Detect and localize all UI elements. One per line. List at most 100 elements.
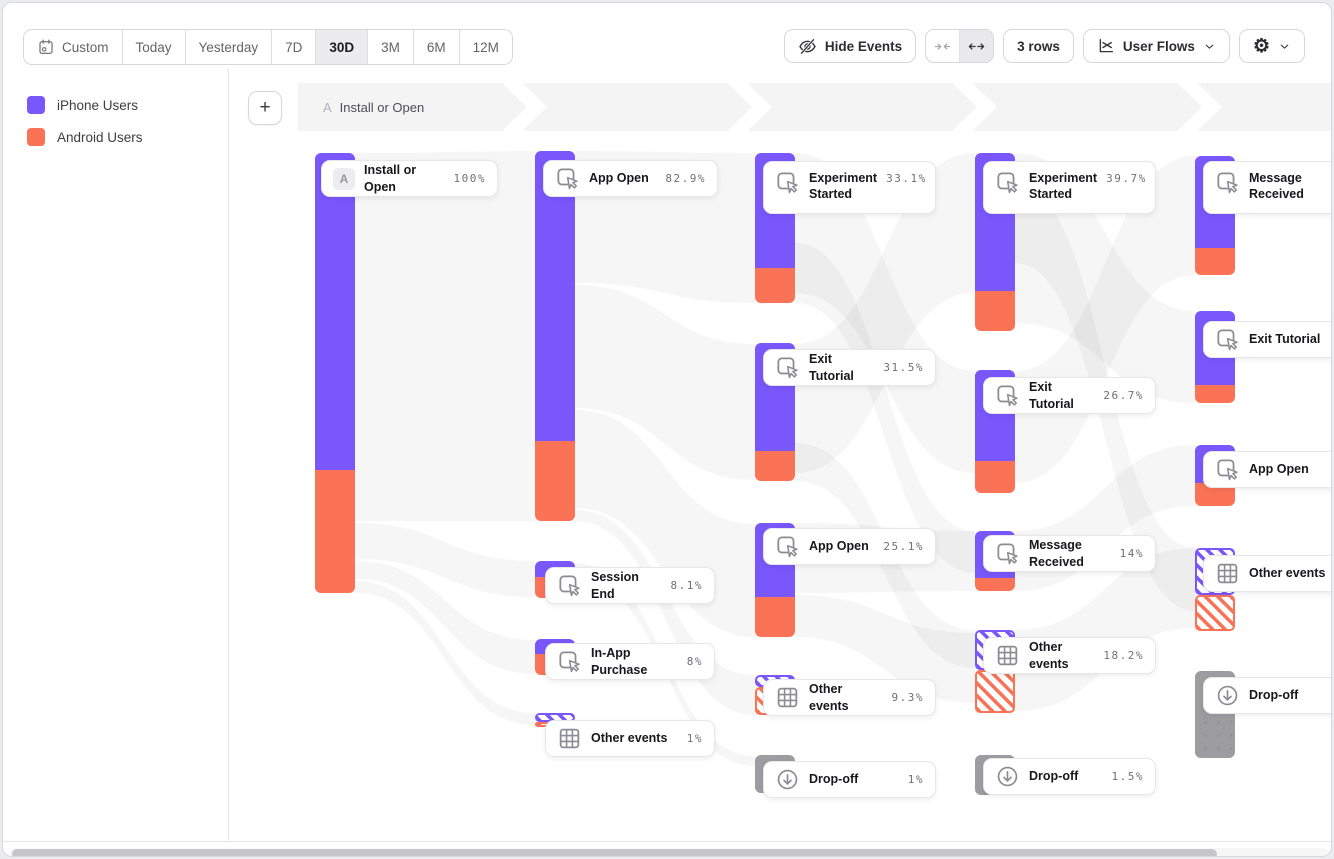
bar-install-or-open[interactable] bbox=[315, 153, 355, 593]
node-drop-off[interactable]: Drop-off 1% bbox=[763, 761, 936, 798]
node-label: Drop-off bbox=[1249, 688, 1299, 703]
collapse-columns-button[interactable] bbox=[926, 30, 961, 62]
node-drop-off[interactable]: Drop-off 1.5% bbox=[983, 758, 1156, 795]
toolbar: Custom Today Yesterday 7D 30D 3M 6M 12M … bbox=[3, 3, 1331, 69]
node-percent: 1.5% bbox=[1111, 770, 1144, 783]
node-other-events[interactable]: Other events bbox=[1203, 555, 1331, 592]
event-click-icon bbox=[775, 534, 800, 559]
node-message-received[interactable]: Message Received bbox=[1203, 161, 1331, 214]
node-label: Exit Tutorial bbox=[809, 352, 854, 383]
node-app-open[interactable]: App Open 25.1% bbox=[763, 528, 936, 565]
bar-segment-android bbox=[755, 268, 795, 303]
node-exit-tutorial[interactable]: Exit Tutorial bbox=[1203, 321, 1331, 358]
node-message-received[interactable]: Message Received 14% bbox=[983, 535, 1156, 572]
node-label: In-App Purchase bbox=[591, 646, 648, 677]
date-range-today[interactable]: Today bbox=[122, 30, 186, 64]
android-users-swatch bbox=[27, 128, 45, 146]
date-range-label: Today bbox=[135, 39, 172, 55]
bar-segment-iphone bbox=[535, 151, 575, 441]
event-click-icon bbox=[557, 649, 582, 674]
rows-button[interactable]: 3 rows bbox=[1003, 29, 1074, 63]
bar-segment-android bbox=[975, 291, 1015, 331]
node-app-open[interactable]: App Open 82.9% bbox=[543, 160, 718, 197]
node-other-events[interactable]: Other events 18.2% bbox=[983, 637, 1156, 674]
date-range-label: Custom bbox=[62, 39, 109, 55]
node-label: Exit Tutorial bbox=[1029, 380, 1074, 411]
legend-item-iphone-users[interactable]: iPhone Users bbox=[27, 96, 143, 114]
node-label: App Open bbox=[809, 539, 869, 554]
date-range-3m[interactable]: 3M bbox=[368, 30, 414, 64]
date-range-12m[interactable]: 12M bbox=[459, 30, 512, 64]
band-chevron-separators bbox=[503, 83, 1223, 131]
node-other-events[interactable]: Other events 1% bbox=[545, 720, 715, 757]
node-exit-tutorial[interactable]: Exit Tutorial 26.7% bbox=[983, 377, 1156, 414]
node-install-or-open[interactable]: A Install or Open 100% bbox=[321, 160, 498, 197]
date-range-label: 6M bbox=[426, 39, 446, 55]
grid-icon bbox=[557, 726, 582, 751]
step-a-badge: A bbox=[333, 167, 355, 190]
node-percent: 39.7% bbox=[1106, 172, 1147, 185]
node-percent: 26.7% bbox=[1103, 389, 1144, 402]
node-label: Other events bbox=[1249, 566, 1326, 581]
toolbar-right-controls: Hide Events 3 rows User Flows bbox=[783, 29, 1305, 63]
node-percent: 33.1% bbox=[886, 172, 927, 185]
node-label: App Open bbox=[589, 171, 649, 186]
node-experiment-started[interactable]: Experiment Started 39.7% bbox=[983, 161, 1156, 214]
bar-segment-android bbox=[1195, 385, 1235, 403]
bar-segment-android bbox=[1195, 483, 1235, 506]
view-selector-button[interactable]: User Flows bbox=[1082, 29, 1230, 63]
view-selector-label: User Flows bbox=[1122, 38, 1195, 54]
grid-icon bbox=[775, 685, 800, 710]
path-step-a: A Install or Open bbox=[323, 83, 424, 131]
add-step-button[interactable]: + bbox=[248, 91, 282, 125]
expand-columns-button[interactable] bbox=[960, 30, 994, 62]
node-label: Drop-off bbox=[1029, 769, 1079, 784]
bar-segment-android bbox=[1195, 248, 1235, 275]
settings-button[interactable]: ⚙ bbox=[1238, 29, 1305, 63]
date-range-7d[interactable]: 7D bbox=[272, 30, 317, 64]
drop-off-icon bbox=[775, 767, 800, 792]
drop-off-icon bbox=[995, 764, 1020, 789]
node-percent: 1% bbox=[686, 732, 703, 745]
legend: iPhone Users Android Users bbox=[27, 96, 143, 146]
bar-app-open[interactable] bbox=[535, 151, 575, 521]
date-range-30d[interactable]: 30D bbox=[316, 30, 369, 64]
rows-label: 3 rows bbox=[1017, 38, 1060, 54]
date-range-label: Yesterday bbox=[198, 39, 259, 55]
node-other-events[interactable]: Other events 9.3% bbox=[763, 679, 936, 716]
node-experiment-started[interactable]: Experiment Started 33.1% bbox=[763, 161, 936, 214]
drop-off-icon bbox=[1215, 683, 1240, 708]
node-drop-off[interactable]: Drop-off bbox=[1203, 677, 1331, 714]
step-label: Install or Open bbox=[339, 99, 425, 115]
node-percent: 9.3% bbox=[891, 691, 924, 704]
date-range-6m[interactable]: 6M bbox=[413, 30, 460, 64]
node-exit-tutorial[interactable]: Exit Tutorial 31.5% bbox=[763, 349, 936, 386]
legend-item-android-users[interactable]: Android Users bbox=[27, 128, 143, 146]
path-header-band[interactable]: A Install or Open bbox=[298, 83, 1331, 131]
node-label: Experiment Started bbox=[809, 171, 878, 202]
node-in-app-purchase[interactable]: In-App Purchase 8% bbox=[545, 643, 715, 680]
event-click-icon bbox=[995, 170, 1020, 195]
node-label: Other events bbox=[591, 731, 668, 746]
node-app-open[interactable]: App Open bbox=[1203, 451, 1331, 488]
hide-events-button[interactable]: Hide Events bbox=[783, 29, 917, 63]
date-range-custom[interactable]: Custom bbox=[24, 30, 123, 64]
date-range-group: Custom Today Yesterday 7D 30D 3M 6M 12M bbox=[23, 29, 513, 65]
bar-segment-android-hatched bbox=[975, 670, 1015, 713]
date-range-yesterday[interactable]: Yesterday bbox=[185, 30, 273, 64]
date-range-label: 3M bbox=[381, 39, 400, 55]
event-click-icon bbox=[995, 383, 1020, 408]
bar-segment-android bbox=[755, 451, 795, 481]
node-session-end[interactable]: Session End 8.1% bbox=[545, 567, 715, 604]
bar-segment-android-hatched bbox=[1195, 595, 1235, 631]
node-percent: 8% bbox=[686, 655, 703, 668]
horizontal-scrollbar-thumb[interactable] bbox=[12, 849, 1217, 856]
step-badge: A bbox=[323, 99, 332, 115]
date-range-label: 7D bbox=[285, 39, 303, 55]
chart-bottom-divider bbox=[3, 841, 1331, 842]
event-click-icon bbox=[775, 355, 800, 380]
node-percent: 18.2% bbox=[1103, 649, 1144, 662]
node-percent: 82.9% bbox=[665, 172, 706, 185]
